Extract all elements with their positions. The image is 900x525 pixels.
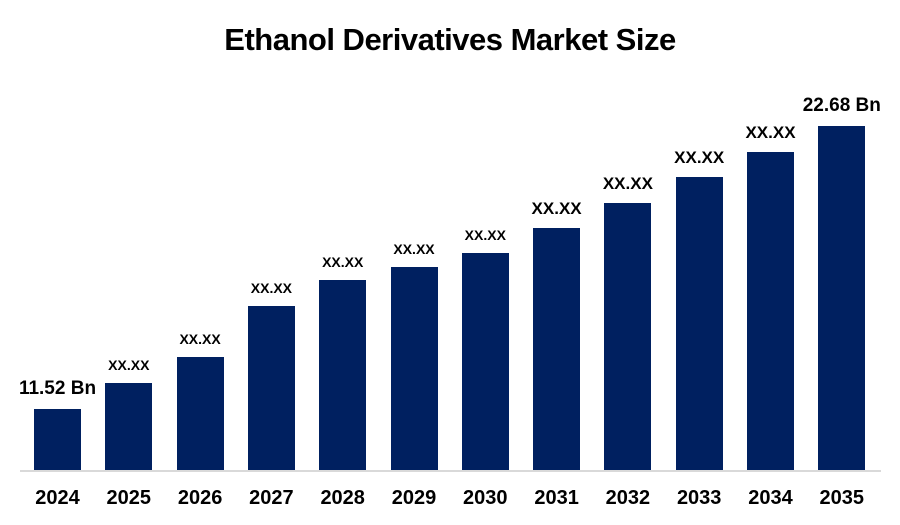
x-axis-label-2025: 2025 <box>106 487 152 509</box>
bar-2027 <box>247 306 295 471</box>
x-axis-label-2026: 2026 <box>177 487 223 509</box>
x-axis-label-2029: 2029 <box>391 487 437 509</box>
chart-title: Ethanol Derivatives Market Size <box>224 22 676 57</box>
bar-value-label-2033: XX.XX <box>674 148 725 167</box>
bar-2032 <box>604 203 652 471</box>
bar-value-label-2031: XX.XX <box>531 199 582 218</box>
bar-column-2031: XX.XX <box>532 200 582 471</box>
bar-value-label-2025: XX.XX <box>108 357 150 373</box>
bar-column-2028: XX.XX <box>319 255 367 471</box>
bar-2025 <box>105 383 153 471</box>
bar-column-2034: XX.XX <box>745 124 796 471</box>
x-axis-label-2030: 2030 <box>463 487 508 509</box>
x-axis-label-2033: 2033 <box>676 487 722 509</box>
bar-value-label-2026: XX.XX <box>179 331 221 347</box>
x-axis-label-2035: 2035 <box>819 487 865 509</box>
bar-column-2035: 22.68 Bn <box>803 96 881 471</box>
bar-column-2025: XX.XX <box>105 358 153 471</box>
bar-2034 <box>747 152 794 471</box>
bar-column-2024: 11.52 Bn <box>19 379 96 471</box>
x-axis-label-2032: 2032 <box>605 487 651 509</box>
bar-column-2027: XX.XX <box>247 281 295 471</box>
bar-column-2029: XX.XX <box>390 242 438 471</box>
bar-value-label-2027: XX.XX <box>250 280 293 296</box>
bar-2033 <box>675 177 723 471</box>
x-axis-label-2027: 2027 <box>249 487 294 509</box>
bar-2026 <box>176 357 224 471</box>
bar-column-2032: XX.XX <box>603 175 653 471</box>
bar-value-label-2024: 11.52 Bn <box>18 378 97 399</box>
bar-value-label-2029: XX.XX <box>393 241 435 257</box>
bar-2029 <box>390 267 438 471</box>
x-axis-label-2028: 2028 <box>320 487 365 509</box>
x-axis-label-2031: 2031 <box>534 487 579 509</box>
bar-column-2033: XX.XX <box>674 149 724 471</box>
bar-2031 <box>533 228 581 471</box>
bar-value-label-2032: XX.XX <box>602 174 653 193</box>
bar-value-label-2030: XX.XX <box>464 227 506 243</box>
x-axis-label-2034: 2034 <box>748 487 793 509</box>
bar-value-label-2034: XX.XX <box>745 123 796 142</box>
x-axis-line <box>20 470 881 472</box>
bar-2035 <box>818 126 866 471</box>
bar-column-2030: XX.XX <box>461 228 509 471</box>
bar-value-label-2028: XX.XX <box>322 254 364 270</box>
bar-value-label-2035: 22.68 Bn <box>802 95 881 116</box>
bar-column-2026: XX.XX <box>176 332 224 471</box>
bar-2028 <box>319 280 367 471</box>
bar-2024 <box>34 409 81 471</box>
bar-2030 <box>461 253 509 471</box>
x-axis-label-2024: 2024 <box>35 487 80 509</box>
